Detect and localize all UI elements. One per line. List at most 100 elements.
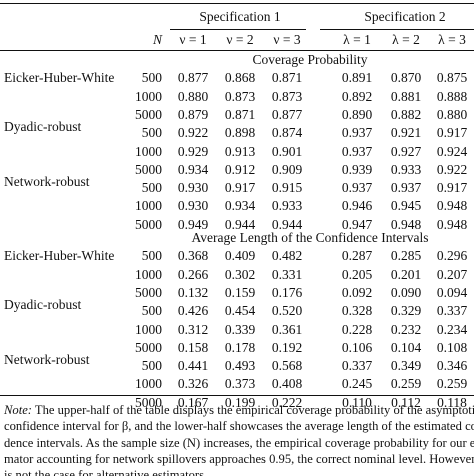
- cell-value: 0.520: [271, 303, 303, 319]
- spec1-rule: [170, 29, 306, 30]
- note-line: dence intervals. As the sample size (N) …: [4, 435, 474, 450]
- cell-value: 0.568: [271, 358, 303, 374]
- sample-size: 5000: [135, 216, 162, 232]
- sample-size: 500: [141, 248, 162, 264]
- sample-size: 500: [141, 180, 162, 196]
- sample-size: 5000: [135, 161, 162, 177]
- cell-value: 0.176: [271, 284, 303, 300]
- column-header: ν = 1: [179, 32, 207, 47]
- cell-value: 0.199: [224, 394, 256, 410]
- sample-size: 5000: [135, 106, 162, 122]
- note-line: confidence interval for β, and the lower…: [4, 419, 474, 434]
- cell-value: 0.328: [341, 303, 373, 319]
- column-header: ν = 2: [226, 32, 254, 47]
- cell-value: 0.232: [390, 321, 422, 337]
- cell-value: 0.930: [177, 198, 209, 214]
- cell-value: 0.259: [436, 376, 468, 392]
- sample-size: 500: [141, 70, 162, 86]
- cell-value: 0.937: [341, 180, 373, 196]
- cell-value: 0.922: [177, 125, 209, 141]
- cell-value: 0.921: [390, 125, 422, 141]
- header-rule: [0, 50, 474, 51]
- cell-value: 0.441: [177, 358, 209, 374]
- cell-value: 0.110: [342, 394, 372, 410]
- cell-value: 0.106: [341, 339, 373, 355]
- cell-value: 0.875: [436, 70, 468, 86]
- sample-size: 1000: [135, 143, 162, 159]
- cell-value: 0.426: [177, 303, 209, 319]
- cell-value: 0.222: [271, 394, 303, 410]
- cell-value: 0.946: [341, 198, 373, 214]
- spec2-header: Specification 2: [364, 9, 446, 24]
- cell-value: 0.917: [436, 125, 468, 141]
- cell-value: 0.890: [341, 106, 373, 122]
- sample-size: 500: [141, 125, 162, 141]
- cell-value: 0.112: [391, 394, 421, 410]
- cell-value: 0.228: [341, 321, 373, 337]
- cell-value: 0.917: [436, 180, 468, 196]
- cell-value: 0.877: [271, 106, 303, 122]
- cell-value: 0.909: [271, 161, 303, 177]
- cell-value: 0.118: [437, 394, 467, 410]
- cell-value: 0.948: [436, 216, 468, 232]
- cell-value: 0.871: [271, 70, 303, 86]
- sample-size: 1000: [135, 376, 162, 392]
- note-line: mator accounting for network spillovers …: [4, 451, 474, 466]
- cell-value: 0.368: [177, 248, 209, 264]
- cell-value: 0.192: [271, 339, 303, 355]
- cell-value: 0.349: [390, 358, 422, 374]
- cell-value: 0.178: [224, 339, 256, 355]
- cell-value: 0.259: [390, 376, 422, 392]
- cell-value: 0.408: [271, 376, 303, 392]
- cell-value: 0.870: [390, 70, 422, 86]
- cell-value: 0.285: [390, 248, 422, 264]
- row-label: Network-robust: [4, 174, 90, 190]
- cell-value: 0.939: [341, 161, 373, 177]
- cell-value: 0.881: [390, 88, 422, 104]
- sample-size: 1000: [135, 321, 162, 337]
- sample-size: 500: [141, 303, 162, 319]
- cell-value: 0.873: [224, 88, 256, 104]
- column-header: λ = 1: [343, 32, 371, 47]
- spec2-rule: [320, 29, 474, 30]
- cell-value: 0.167: [177, 394, 209, 410]
- cell-value: 0.937: [390, 180, 422, 196]
- cell-value: 0.493: [224, 358, 256, 374]
- cell-value: 0.877: [177, 70, 209, 86]
- cell-value: 0.879: [177, 106, 209, 122]
- cell-value: 0.871: [224, 106, 256, 122]
- cell-value: 0.132: [177, 284, 209, 300]
- cell-value: 0.234: [436, 321, 468, 337]
- cell-value: 0.245: [341, 376, 373, 392]
- row-label: Eicker-Huber-White: [4, 70, 115, 86]
- note-line: is not the case for alternative estimato…: [4, 468, 208, 476]
- bottom-rule: [0, 395, 474, 396]
- cell-value: 0.094: [436, 284, 468, 300]
- cell-value: 0.933: [271, 198, 303, 214]
- row-label: Eicker-Huber-White: [4, 248, 115, 264]
- cell-value: 0.158: [177, 339, 209, 355]
- sample-size: 500: [141, 358, 162, 374]
- cell-value: 0.361: [271, 321, 303, 337]
- cell-value: 0.880: [436, 106, 468, 122]
- cell-value: 0.454: [224, 303, 256, 319]
- sample-size: 5000: [135, 284, 162, 300]
- cell-value: 0.346: [436, 358, 468, 374]
- cell-value: 0.892: [341, 88, 373, 104]
- cell-value: 0.934: [177, 161, 209, 177]
- cell-value: 0.331: [271, 266, 303, 282]
- cell-value: 0.287: [341, 248, 373, 264]
- cell-value: 0.092: [341, 284, 373, 300]
- section-title: Average Length of the Confidence Interva…: [191, 230, 429, 245]
- cell-value: 0.104: [390, 339, 422, 355]
- row-label: Network-robust: [4, 352, 90, 368]
- cell-value: 0.296: [436, 248, 468, 264]
- column-header: ν = 3: [273, 32, 301, 47]
- cell-value: 0.201: [390, 266, 422, 282]
- note-label: Note:: [4, 403, 32, 417]
- cell-value: 0.409: [224, 248, 256, 264]
- cell-value: 0.880: [177, 88, 209, 104]
- cell-value: 0.948: [390, 216, 422, 232]
- cell-value: 0.930: [177, 180, 209, 196]
- cell-value: 0.302: [224, 266, 256, 282]
